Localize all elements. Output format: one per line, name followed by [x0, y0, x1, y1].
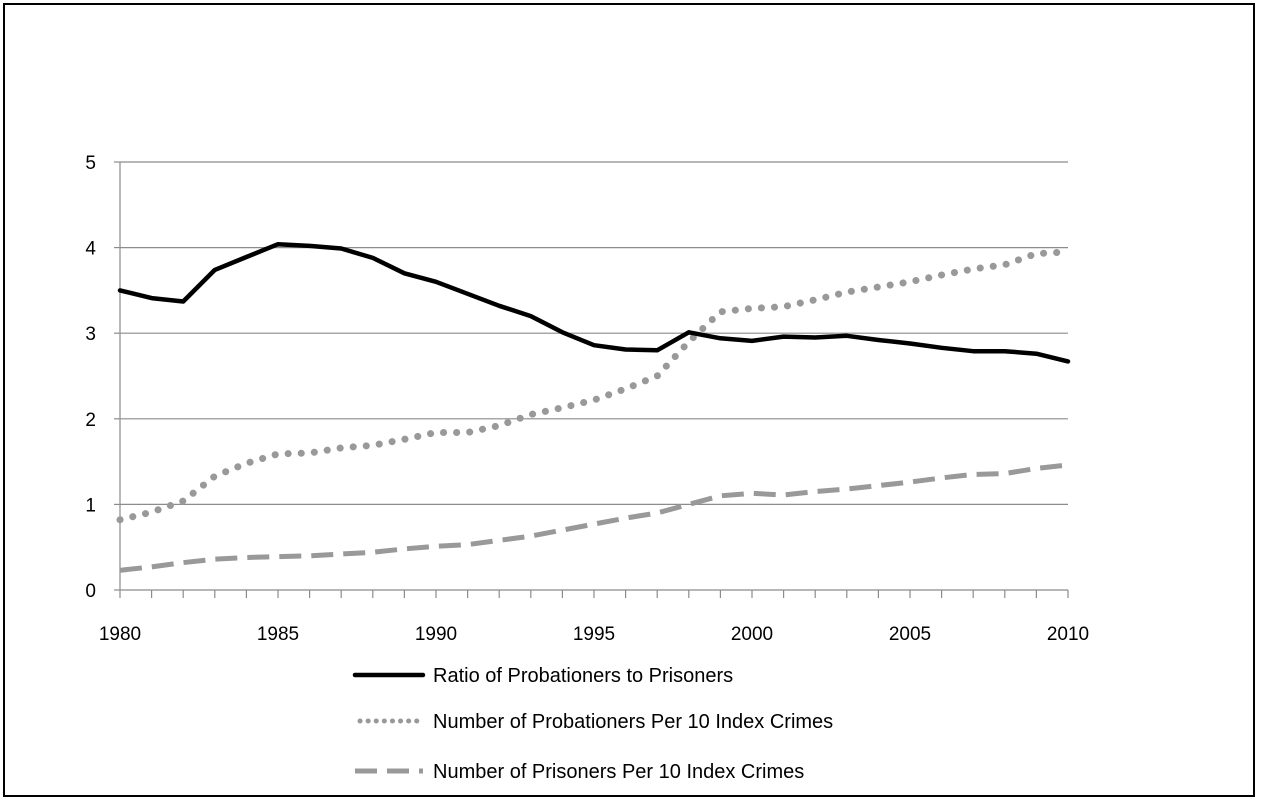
series-lines	[116, 241, 1072, 573]
legend: Ratio of Probationers to Prisoners Number…	[352, 665, 833, 783]
chart-frame	[3, 3, 1255, 797]
x-tick-label: 2005	[889, 624, 931, 645]
x-tick-label: 1990	[415, 624, 457, 645]
axes: 0 1 2 3 4 5 1980 1985 1990 1995 2000 2005 2010	[85, 153, 1089, 645]
y-tick-label: 5	[85, 153, 96, 174]
y-tick-label: 2	[85, 410, 96, 431]
x-tick-label: 2000	[731, 624, 773, 645]
x-tick-label: 2010	[1047, 624, 1089, 645]
legend-label: Number of Prisoners Per 10 Index Crimes	[433, 761, 804, 783]
y-tick-label: 1	[85, 495, 96, 516]
legend-label: Number of Probationers Per 10 Index Crim…	[433, 711, 833, 733]
grid-lines	[120, 161, 1068, 505]
y-tick-label: 0	[85, 581, 96, 602]
series-line-dotted	[116, 248, 1072, 524]
x-tick-label: 1985	[257, 624, 299, 645]
series-line-solid	[117, 241, 1071, 364]
x-tick-label: 1980	[99, 624, 141, 645]
x-tick-label: 1995	[573, 624, 615, 645]
series-line-dashed	[119, 462, 1069, 573]
legend-label: Ratio of Probationers to Prisoners	[433, 665, 733, 687]
y-tick-label: 3	[85, 324, 96, 345]
y-tick-label: 4	[85, 239, 96, 260]
